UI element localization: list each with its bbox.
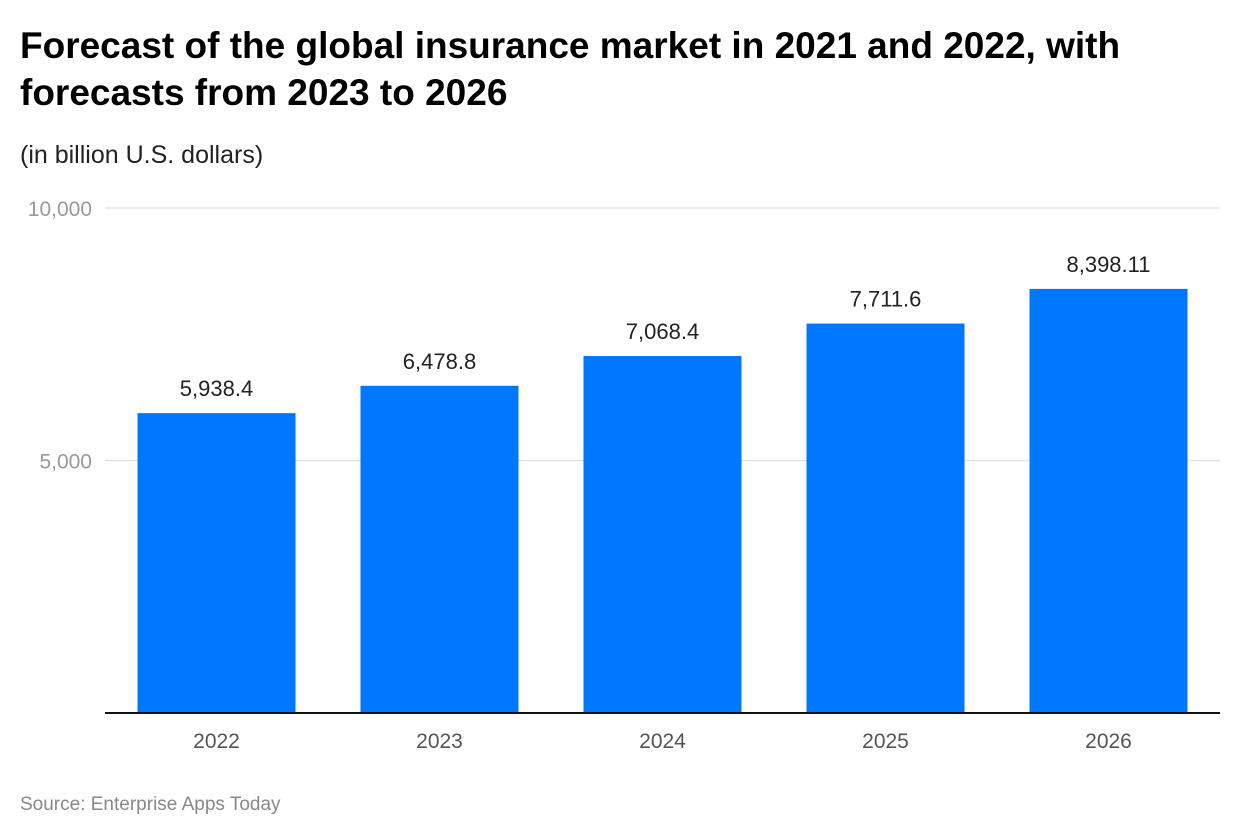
x-tick-label: 2025 — [862, 730, 909, 753]
bar-2023 — [360, 385, 519, 713]
x-tick-label: 2024 — [639, 730, 686, 753]
x-tick-label: 2023 — [416, 730, 463, 753]
bar-2022 — [137, 413, 296, 713]
y-tick-label: 5,000 — [39, 451, 92, 474]
bar-2024 — [583, 356, 742, 713]
bar-2025 — [806, 323, 965, 713]
source-note: Source: Enterprise Apps Today — [20, 794, 281, 815]
data-label: 5,938.4 — [180, 376, 253, 401]
chart-title: Forecast of the global insurance market … — [20, 25, 1121, 113]
data-label: 7,068.4 — [626, 319, 699, 344]
data-label: 7,711.6 — [850, 287, 922, 312]
bar-2026 — [1029, 288, 1188, 713]
x-tick-label: 2022 — [193, 730, 240, 753]
x-tick-label: 2026 — [1085, 730, 1132, 753]
data-label: 6,478.8 — [403, 349, 476, 374]
y-tick-label: 10,000 — [28, 198, 92, 221]
data-label: 8,398.11 — [1066, 252, 1150, 277]
chart-subtitle: (in billion U.S. dollars) — [20, 141, 264, 169]
